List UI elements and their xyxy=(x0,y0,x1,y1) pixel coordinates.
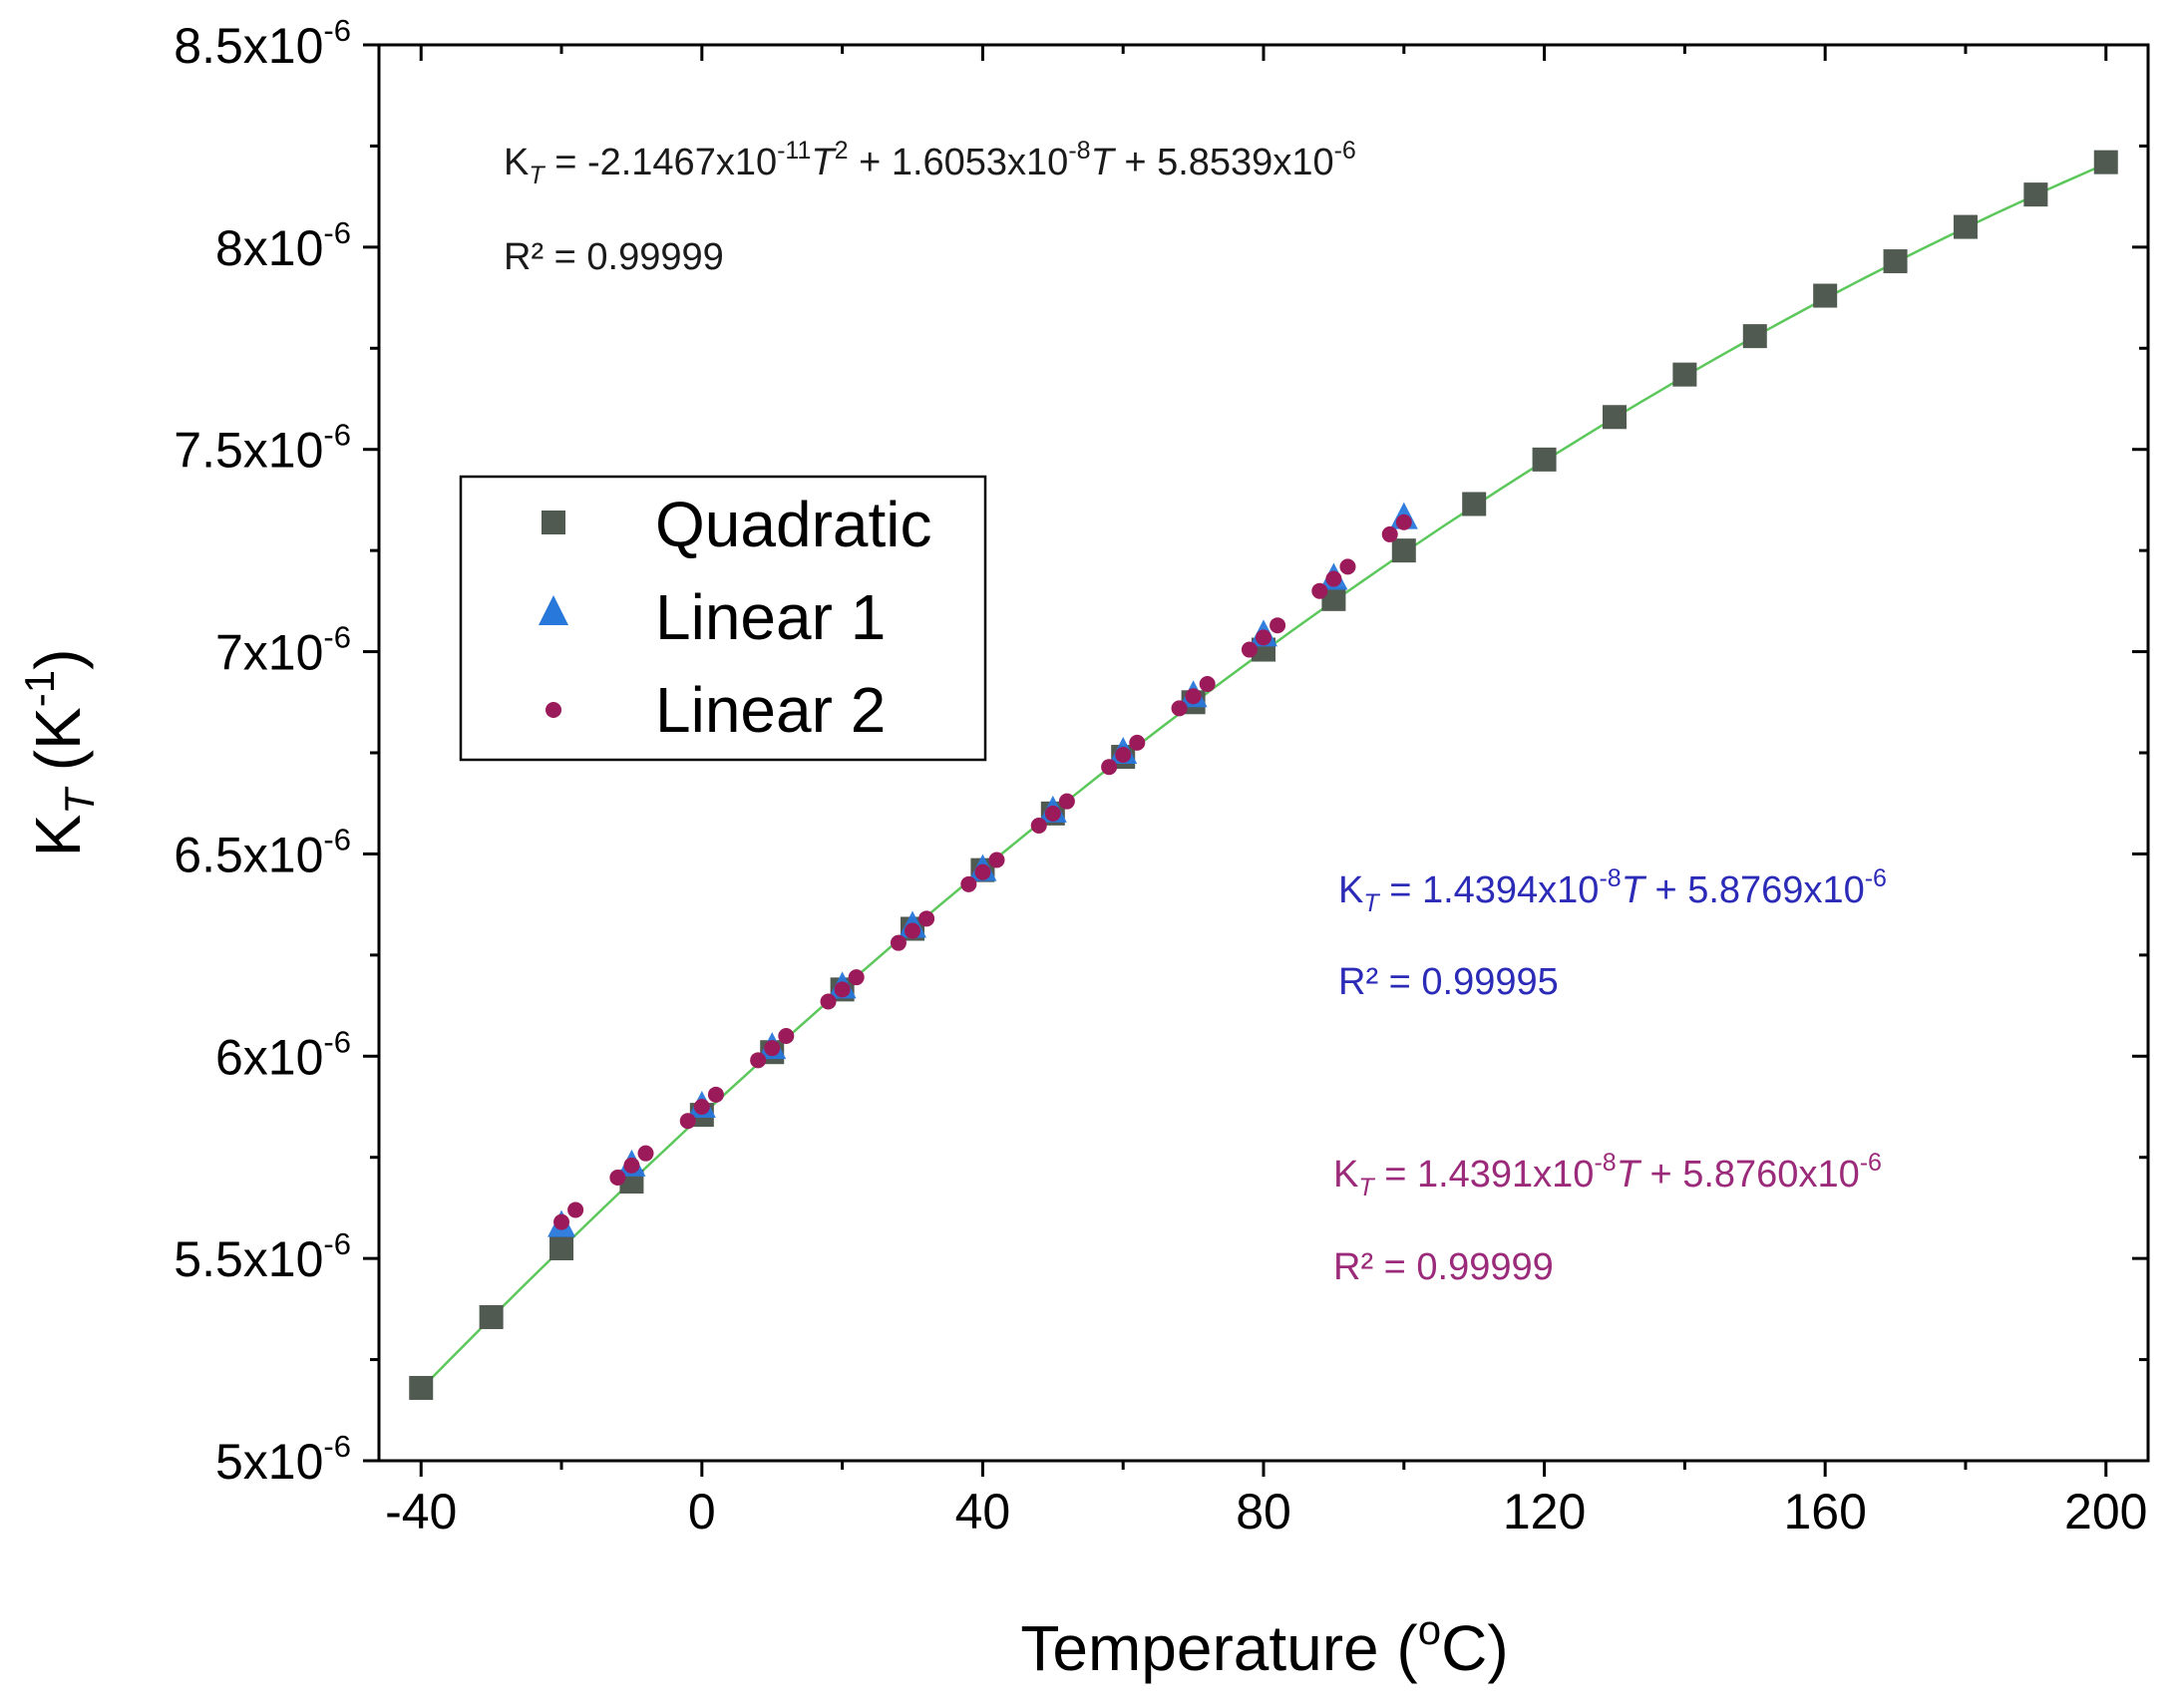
legend-quadratic-marker xyxy=(542,511,565,534)
y-tick-label: 6.5x10-6 xyxy=(174,822,351,882)
data-point-linear2 xyxy=(848,969,865,986)
data-point-linear2 xyxy=(905,922,921,939)
y-tick-label: 5.5x10-6 xyxy=(174,1226,351,1287)
y-tick-label: 8x10-6 xyxy=(215,215,351,276)
data-point-linear2 xyxy=(1185,688,1202,705)
data-point-linear2 xyxy=(1270,617,1286,634)
x-tick-label: 200 xyxy=(2064,1484,2147,1539)
data-point-linear2 xyxy=(750,1052,767,1069)
x-tick-label: 0 xyxy=(688,1484,716,1539)
data-point-quadratic xyxy=(2023,182,2048,207)
data-point-linear2 xyxy=(1171,700,1188,717)
series-quadratic xyxy=(409,150,2118,1400)
x-tick-label: 120 xyxy=(1503,1484,1586,1539)
fit-curve-layer xyxy=(420,163,2107,1390)
data-point-linear2 xyxy=(960,875,977,892)
y-axis-ticks: 5x10-6 5.5x10-6 6x10-6 6.5x10-6 7x10-6 7.5x10… xyxy=(174,13,2148,1490)
data-point-linear2 xyxy=(764,1040,781,1057)
data-point-linear2 xyxy=(1101,759,1118,776)
data-point-linear2 xyxy=(1381,525,1398,542)
x-tick-label: 40 xyxy=(955,1484,1011,1539)
linear2-equation: KT = 1.4391x10-8T + 5.8760x10-6 xyxy=(1333,1149,1882,1201)
legend-linear2-marker xyxy=(545,702,561,718)
data-point-linear2 xyxy=(1058,793,1075,810)
x-tick-label: 160 xyxy=(1783,1484,1866,1539)
data-point-linear2 xyxy=(988,852,1005,868)
data-point-quadratic xyxy=(479,1304,504,1329)
data-point-linear2 xyxy=(1241,641,1258,658)
data-point-linear2 xyxy=(679,1113,696,1130)
data-point-linear2 xyxy=(1115,747,1132,764)
y-tick-label: 5x10-6 xyxy=(215,1429,351,1490)
data-point-linear2 xyxy=(707,1086,724,1103)
data-point-quadratic xyxy=(549,1236,574,1260)
data-point-linear2 xyxy=(609,1170,626,1186)
data-point-linear2 xyxy=(820,993,837,1010)
data-point-linear2 xyxy=(1129,734,1146,751)
data-point-linear2 xyxy=(637,1145,654,1162)
data-point-linear2 xyxy=(1325,570,1342,587)
data-point-linear2 xyxy=(778,1028,795,1044)
legend-linear1-label: Linear 1 xyxy=(655,581,886,653)
data-point-quadratic xyxy=(1813,283,1838,308)
x-axis-ticks: -40 0 40 80 120 160 200 xyxy=(385,45,2147,1539)
data-point-quadratic xyxy=(1953,214,1978,239)
data-point-linear2 xyxy=(918,910,935,927)
data-point-linear2 xyxy=(1256,629,1272,646)
quadratic-equation: KT = -2.1467x10-11T2 + 1.6053x10-8T + 5.… xyxy=(504,137,1356,189)
y-axis-title: KT (K-1) xyxy=(16,649,103,857)
legend-linear2-label: Linear 2 xyxy=(655,674,886,746)
data-point-quadratic xyxy=(409,1375,434,1400)
data-point-linear2 xyxy=(1044,805,1061,822)
data-point-linear2 xyxy=(553,1213,570,1230)
linear1-r-squared: R² = 0.99995 xyxy=(1338,961,1559,1003)
y-tick-label: 6x10-6 xyxy=(215,1024,351,1085)
linear1-equation: KT = 1.4394x10-8T + 5.8769x10-6 xyxy=(1338,864,1887,917)
x-axis-title: Temperature (oC) xyxy=(1020,1606,1508,1684)
data-point-linear2 xyxy=(1395,513,1412,530)
data-point-linear2 xyxy=(1311,582,1328,599)
x-tick-label: -40 xyxy=(385,1484,457,1539)
data-point-quadratic xyxy=(2093,150,2118,174)
x-tick-label: 80 xyxy=(1236,1484,1291,1539)
legend-linear1-marker xyxy=(539,595,568,625)
legend: Quadratic Linear 1 Linear 2 xyxy=(459,475,987,762)
data-point-quadratic xyxy=(1672,362,1697,387)
y-tick-label: 7x10-6 xyxy=(215,620,351,681)
data-point-linear2 xyxy=(974,863,991,880)
data-point-linear2 xyxy=(1030,818,1047,835)
series-layer xyxy=(409,150,2118,1400)
data-point-linear2 xyxy=(890,934,907,951)
data-point-linear2 xyxy=(693,1099,710,1115)
legend-quadratic-label: Quadratic xyxy=(655,489,931,560)
quadratic-r-squared: R² = 0.99999 xyxy=(504,236,724,278)
data-point-linear2 xyxy=(1199,676,1216,693)
series-linear-2 xyxy=(553,513,1412,1230)
data-point-quadratic xyxy=(1883,249,1908,274)
data-point-linear2 xyxy=(567,1201,584,1218)
y-tick-label: 7.5x10-6 xyxy=(174,418,351,479)
data-point-quadratic xyxy=(1462,492,1487,516)
quadratic-fit-line xyxy=(420,163,2107,1390)
data-point-quadratic xyxy=(1602,405,1627,430)
y-tick-label: 8.5x10-6 xyxy=(174,13,351,74)
data-point-linear2 xyxy=(1339,558,1356,575)
data-point-linear2 xyxy=(623,1157,640,1174)
data-point-quadratic xyxy=(1742,324,1767,349)
data-point-linear2 xyxy=(834,981,851,998)
data-point-quadratic xyxy=(1532,447,1557,472)
data-point-quadratic xyxy=(1391,538,1416,563)
linear2-r-squared: R² = 0.99999 xyxy=(1333,1246,1554,1288)
